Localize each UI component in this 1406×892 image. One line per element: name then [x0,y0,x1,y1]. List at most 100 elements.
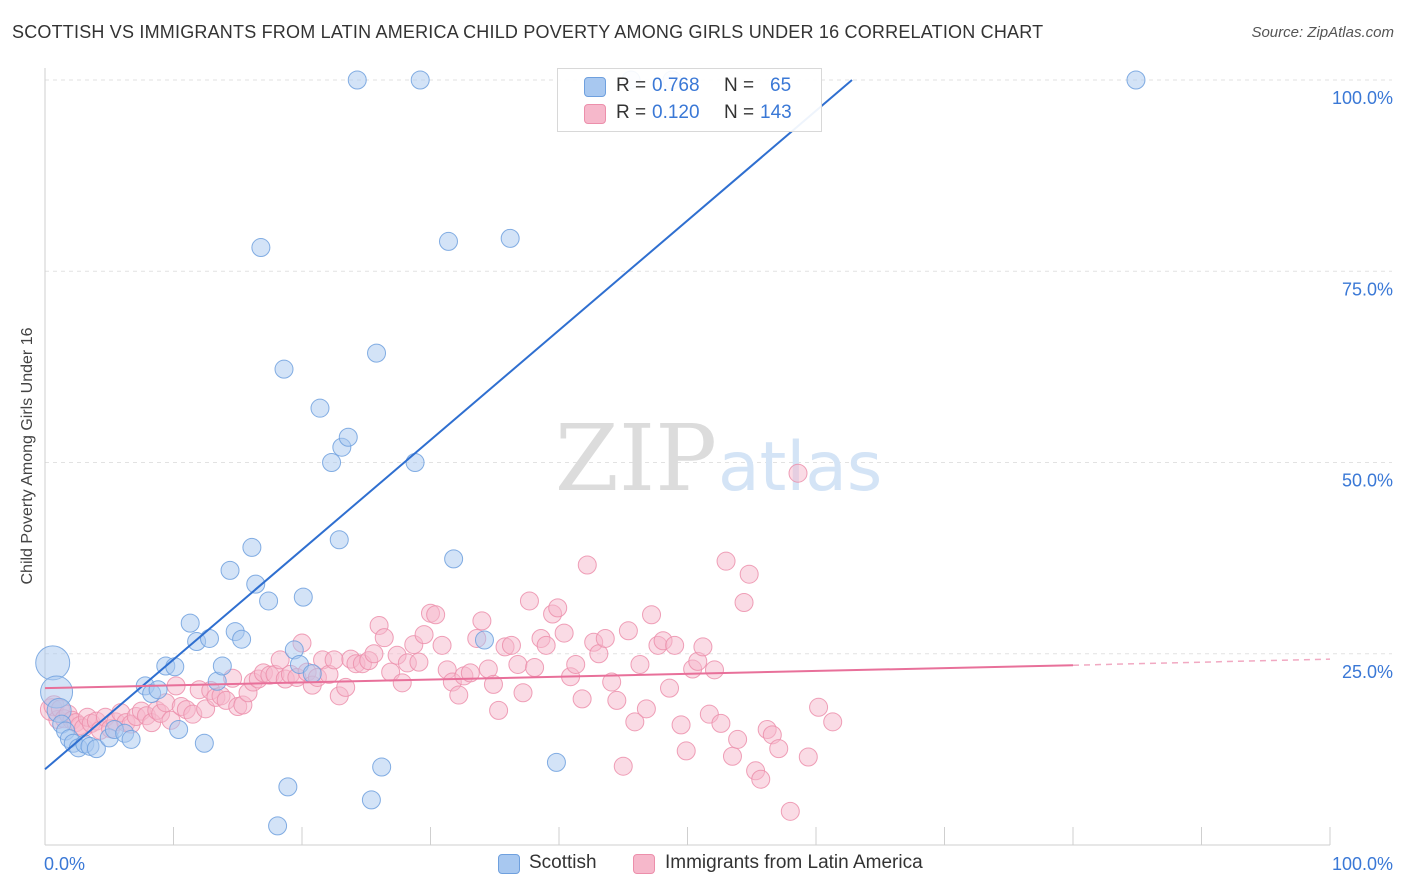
scottish-point [246,574,266,594]
tick-labels: 25.0% 50.0% 75.0% 100.0% 0.0% 100.0% [44,88,1393,874]
n-value: 143 [760,102,792,123]
scottish-point [232,629,252,649]
x-tick-label: 0.0% [44,854,85,874]
n-label: N = [724,75,755,96]
latin-point [536,635,556,655]
latin-point [780,801,800,821]
latin-point [374,628,394,648]
x-tick-label: 100.0% [1332,854,1393,874]
chart-title: SCOTTISH VS IMMIGRANTS FROM LATIN AMERIC… [12,22,1044,42]
latin-america-series [39,463,843,821]
r-label: R = [616,75,647,96]
scottish-point [180,613,200,633]
scottish-point [302,664,322,684]
watermark: ZIP atlas [555,405,882,512]
latin-point [489,700,509,720]
y-tick-label: 50.0% [1342,471,1393,491]
scottish-point [438,231,458,251]
latin-trend-line [44,664,1074,690]
latin-point [607,690,627,710]
latin-point [625,712,645,732]
scottish-point [220,560,240,580]
legend-label: Immigrants from Latin America [665,852,923,873]
scottish-point [322,453,342,472]
latin-point [595,628,615,648]
scottish-point [546,752,566,772]
latin-point [508,654,528,674]
scottish-point [410,70,430,90]
scottish-point [474,630,494,650]
scottish-point [251,238,271,258]
scottish-point [242,537,262,557]
latin-point [788,463,808,483]
legend-label: Scottish [529,852,597,873]
n-label: N = [724,102,755,123]
latin-point [270,650,290,670]
scottish-point [367,343,387,363]
latin-point [483,674,503,694]
trend-lines [44,79,1331,771]
latin-point [460,663,480,683]
y-tick-label: 25.0% [1342,662,1393,682]
scottish-point [500,228,520,248]
n-value: 65 [770,75,792,96]
scottish-point [338,427,358,447]
latin-point [426,605,446,625]
scottish-point [212,656,232,676]
scottish-point [444,549,464,569]
latin-point [716,551,736,571]
latin-swatch [584,104,606,124]
latin-swatch [633,854,655,874]
latin-point [665,635,685,655]
latin-point [392,673,412,693]
r-value: 0.120 [652,102,700,123]
scottish-point [148,680,168,700]
latin-point [572,689,592,709]
scottish-point [169,719,189,739]
latin-point [519,591,539,611]
scottish-point [121,729,141,749]
scottish-point [278,777,298,797]
latin-point [336,677,356,697]
latin-point [636,699,656,719]
latin-point [642,605,662,625]
scottish-swatch [584,77,606,97]
scottish-point [405,453,425,472]
latin-point [577,555,597,575]
scottish-point [199,628,219,648]
scottish-point [35,645,71,681]
scottish-point [274,359,294,379]
latin-point [676,741,696,761]
stats-legend: R = 0.768 N = 65 R = 0.120 N = 143 [557,68,822,132]
scottish-point [293,587,313,607]
latin-point [554,623,574,643]
scottish-point [347,70,367,90]
scottish-trend-line [44,79,853,771]
latin-point [798,747,818,767]
latin-point [449,685,469,705]
latin-point [472,611,492,631]
scottish-series [35,70,1146,836]
latin-point [711,713,731,733]
scottish-point [310,398,330,418]
scottish-point [268,816,288,836]
latin-point [432,635,452,655]
scottish-point [165,657,185,677]
latin-point [671,715,691,735]
latin-point [751,769,771,789]
latin-point [809,697,829,717]
latin-point [722,746,742,766]
source-label: Source: ZipAtlas.com [1251,24,1394,41]
scottish-point [1126,70,1146,90]
latin-point [364,644,384,664]
scottish-point [194,733,214,753]
latin-point [613,756,633,776]
scottish-point [372,757,392,777]
latin-point [409,652,429,672]
latin-point [630,654,650,674]
latin-point [602,672,622,692]
scottish-swatch [498,854,520,874]
r-value: 0.768 [652,75,700,96]
y-tick-label: 100.0% [1332,88,1393,108]
